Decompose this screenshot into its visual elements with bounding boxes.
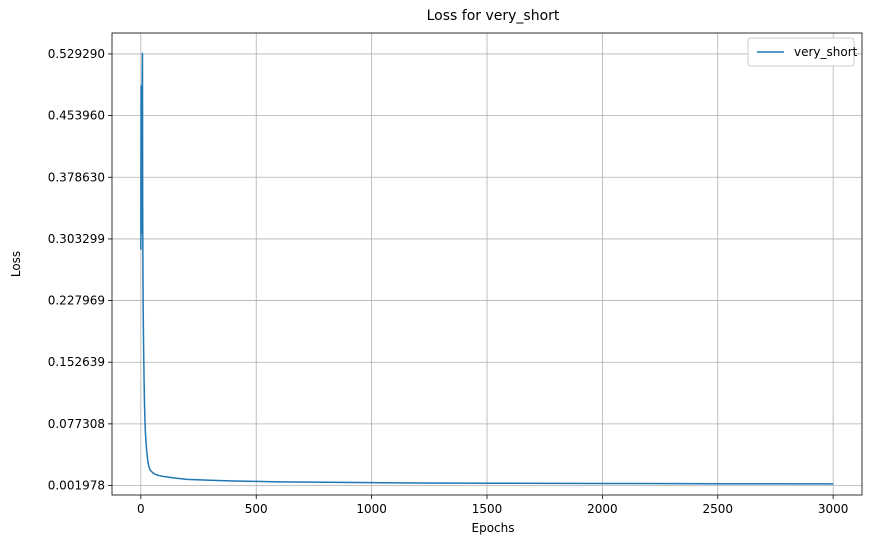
legend-box bbox=[747, 37, 855, 67]
y-tick-label: 0.227969 bbox=[48, 294, 105, 308]
y-tick-label: 0.303299 bbox=[48, 232, 105, 246]
x-tick-label: 1000 bbox=[356, 502, 387, 516]
y-tick-label: 0.152639 bbox=[48, 355, 105, 369]
y-axis-label: Loss bbox=[9, 251, 23, 277]
legend-label: very_short bbox=[794, 45, 858, 59]
y-tick-label: 0.077308 bbox=[48, 417, 105, 431]
chart-title: Loss for very_short bbox=[427, 8, 560, 24]
series-line-very_short bbox=[140, 52, 834, 485]
y-tick-label: 0.529290 bbox=[48, 47, 105, 61]
x-tick-label: 3000 bbox=[818, 502, 849, 516]
grid bbox=[112, 33, 862, 495]
y-tick-label: 0.378630 bbox=[48, 170, 105, 184]
x-axis-label: Epochs bbox=[472, 521, 515, 535]
x-tick-label: 2500 bbox=[702, 502, 733, 516]
x-tick-label: 1500 bbox=[472, 502, 503, 516]
y-tick-label: 0.453960 bbox=[48, 109, 105, 123]
y-axis-ticks: 0.001978 0.077308 0.152639 0.227969 0.303299… bbox=[48, 47, 112, 493]
x-tick-label: 0 bbox=[137, 502, 145, 516]
plot-area bbox=[140, 52, 834, 485]
x-axis-ticks: 0 500 1000 1500 2000 2500 3000 bbox=[137, 495, 848, 516]
legend: very_short bbox=[747, 37, 858, 67]
x-tick-label: 500 bbox=[245, 502, 268, 516]
x-tick-label: 2000 bbox=[587, 502, 618, 516]
y-tick-label: 0.001978 bbox=[48, 479, 105, 493]
